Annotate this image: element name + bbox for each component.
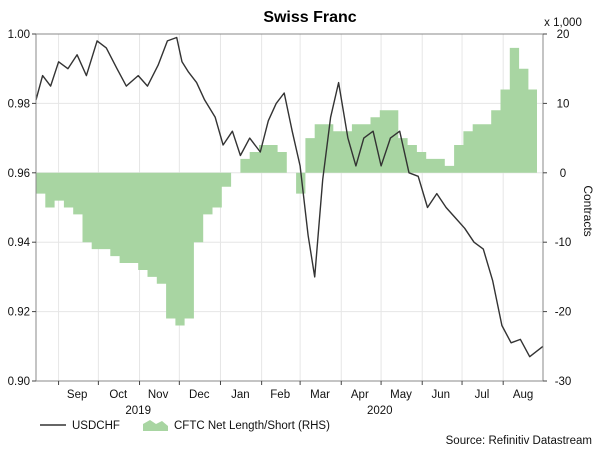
- x-axis-ticks: Sep Oct Nov Dec Jan Feb Mar Apr May Jun Jul Aug 2019…: [58, 381, 533, 417]
- left-tick-label: 0.94: [8, 237, 31, 249]
- x-month-label: Sep: [67, 389, 87, 401]
- source-note: Source: Refinitiv Datastream: [446, 435, 592, 447]
- right-axis-title: Contracts: [581, 185, 595, 236]
- right-tick-label: -30: [555, 376, 572, 388]
- x-month-label: Mar: [310, 389, 330, 401]
- right-tick-label: 0: [560, 168, 566, 180]
- right-tick-label: -10: [555, 237, 572, 249]
- right-axis-unit-note: x 1,000: [544, 17, 582, 29]
- right-axis-ticks: -30 -20 -10 0 10 20: [543, 29, 571, 388]
- x-month-label: Feb: [270, 389, 290, 401]
- x-month-label: Oct: [109, 389, 128, 401]
- x-month-label: Jan: [231, 389, 250, 401]
- x-year-label: 2019: [125, 405, 151, 417]
- legend-label-cftc: CFTC Net Length/Short (RHS): [174, 420, 330, 432]
- chart-legend: USDCHF CFTC Net Length/Short (RHS): [40, 420, 330, 432]
- x-month-label: May: [390, 389, 412, 401]
- x-month-label: Jul: [475, 389, 490, 401]
- cftc-area-series: [36, 47, 538, 326]
- left-tick-label: 0.98: [8, 98, 30, 110]
- usdchf-line: [35, 36, 544, 358]
- left-tick-label: 1.00: [8, 29, 30, 41]
- left-axis-ticks: 0.90 0.92 0.94 0.96 0.98 1.00: [8, 29, 36, 388]
- plot-frame: [35, 33, 544, 382]
- x-month-label: Apr: [351, 389, 369, 401]
- cftc-area: [36, 47, 538, 326]
- left-tick-label: 0.92: [8, 307, 30, 319]
- usdchf-line-series: [35, 36, 544, 358]
- right-tick-label: 20: [557, 29, 570, 41]
- chart-axes: [35, 33, 544, 382]
- left-tick-label: 0.96: [8, 168, 30, 180]
- x-month-label: Jun: [432, 389, 451, 401]
- x-month-label: Dec: [189, 389, 210, 401]
- right-tick-label: 10: [557, 98, 570, 110]
- x-month-label: Nov: [148, 389, 169, 401]
- legend-swatch-area: [143, 420, 168, 431]
- chart-title: Swiss Franc: [263, 9, 356, 26]
- right-tick-label: -20: [555, 307, 572, 319]
- x-month-label: Aug: [513, 389, 533, 401]
- legend-label-usdchf: USDCHF: [72, 420, 120, 432]
- left-tick-label: 0.90: [8, 376, 30, 388]
- x-year-label: 2020: [367, 405, 393, 417]
